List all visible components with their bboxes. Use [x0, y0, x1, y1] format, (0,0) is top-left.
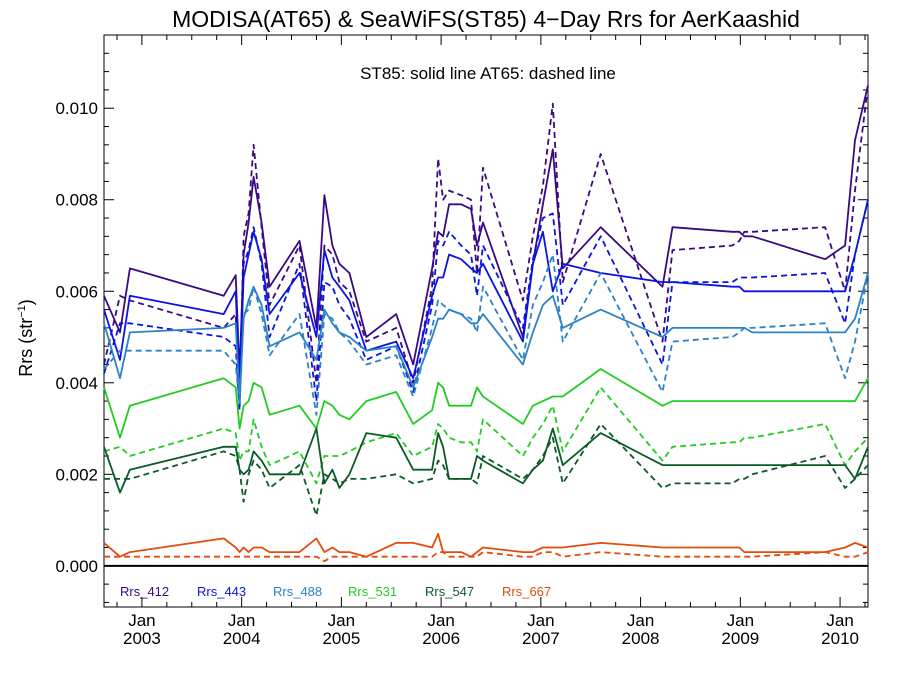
legend-entry-rrs-531: Rrs_531 [348, 584, 397, 599]
x-tick-month-label: Jan [228, 611, 255, 630]
rrs-443-at65-dashed-line [103, 199, 869, 412]
x-tick-year-label: 2006 [422, 629, 460, 648]
y-tick-label: 0.004 [55, 374, 98, 393]
series-lines [103, 85, 869, 563]
y-tick-label: 0.002 [55, 465, 98, 484]
legend-entry-rrs-412: Rrs_412 [120, 584, 169, 599]
x-tick-month-label: Jan [727, 611, 754, 630]
rrs-488-st85-solid-line [103, 272, 869, 403]
y-tick-label: 0.000 [55, 557, 98, 576]
rrs-488-at65-dashed-line [103, 253, 869, 416]
y-axis-label-close: ) [16, 299, 36, 305]
y-axis-label-main: Rrs (str [16, 318, 36, 377]
x-axis-ticks: Jan2003Jan2004Jan2005Jan2006Jan2007Jan20… [116, 35, 866, 648]
x-tick-month-label: Jan [128, 611, 155, 630]
x-tick-year-label: 2009 [721, 629, 759, 648]
y-axis-ticks: 0.000 0.002 0.004 0.006 0.008 0.010 [55, 34, 868, 603]
x-tick-year-label: 2004 [223, 629, 261, 648]
x-tick-year-label: 2008 [622, 629, 660, 648]
rrs-667-at65-dashed-line [104, 551, 869, 563]
rrs-412-st85-solid-line [103, 85, 869, 375]
rrs-443-st85-solid-line [103, 199, 869, 389]
x-tick-year-label: 2005 [322, 629, 360, 648]
legend-entry-rrs-547: Rrs_547 [425, 584, 474, 599]
chart-title: MODISA(AT65) & SeaWiFS(ST85) 4−Day Rrs f… [172, 6, 800, 32]
x-tick-month-label: Jan [527, 611, 554, 630]
rrs-547-st85-solid-line [103, 427, 869, 494]
y-axis-label: Rrs (str−1) [16, 299, 36, 377]
x-tick-month-label: Jan [427, 611, 454, 630]
x-tick-month-label: Jan [826, 611, 853, 630]
legend-entry-rrs-443: Rrs_443 [197, 584, 246, 599]
y-tick-label: 0.008 [55, 191, 98, 210]
legend-entry-rrs-667: Rrs_667 [502, 584, 551, 599]
x-tick-year-label: 2003 [123, 629, 161, 648]
x-tick-year-label: 2010 [821, 629, 859, 648]
y-axis-label-exponent: −1 [16, 305, 28, 318]
legend: Rrs_412 Rrs_443 Rrs_488 Rrs_531 Rrs_547 Rrs_6… [120, 584, 551, 599]
x-tick-month-label: Jan [328, 611, 355, 630]
rrs-667-st85-solid-line [103, 532, 869, 558]
rrs-531-at65-dashed-line [103, 386, 869, 485]
y-tick-label: 0.010 [55, 99, 98, 118]
rrs-547-at65-dashed-line [104, 423, 869, 517]
rrs-412-at65-dashed-line [103, 85, 869, 403]
x-tick-year-label: 2007 [522, 629, 560, 648]
plot-frame [103, 34, 869, 608]
x-tick-month-label: Jan [627, 611, 654, 630]
y-tick-label: 0.006 [55, 282, 98, 301]
legend-entry-rrs-488: Rrs_488 [273, 584, 322, 599]
rrs-531-st85-solid-line [103, 368, 869, 439]
line-style-note: ST85: solid line AT65: dashed line [360, 64, 616, 83]
